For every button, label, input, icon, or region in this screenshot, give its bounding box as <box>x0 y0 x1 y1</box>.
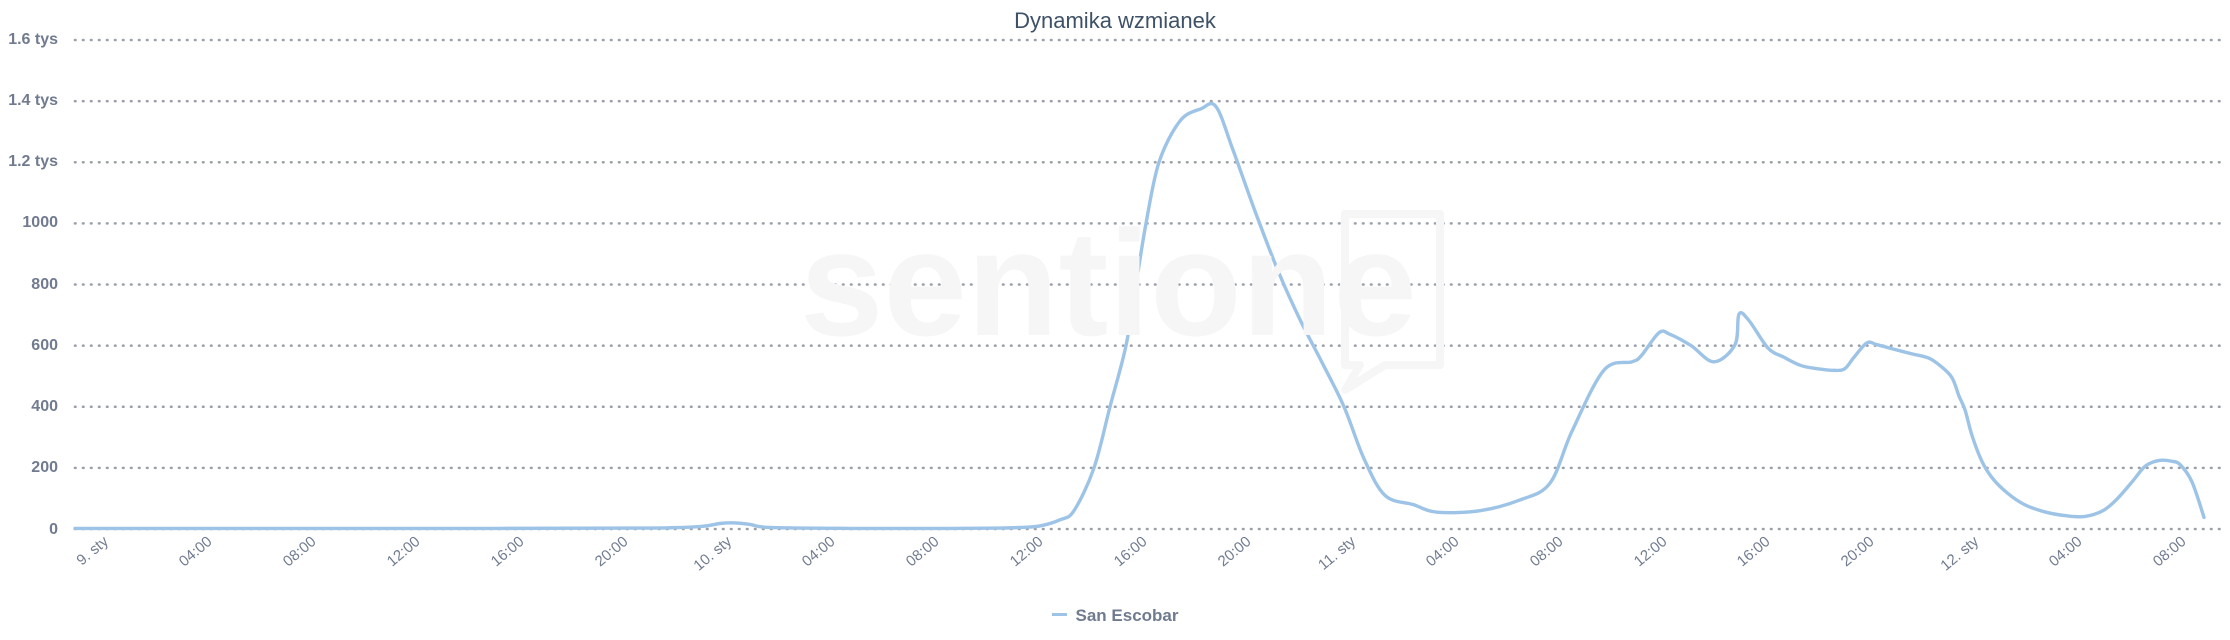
svg-text:sentione: sentione <box>800 199 1417 367</box>
